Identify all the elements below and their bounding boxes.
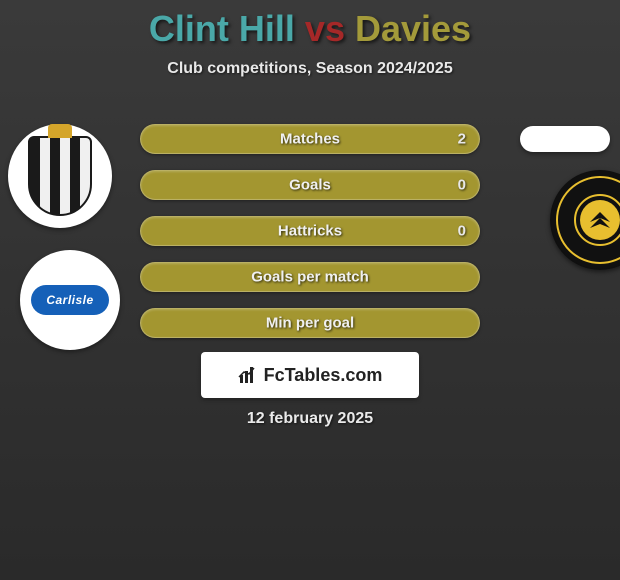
carlisle-badge: Carlisle	[20, 250, 120, 350]
carlisle-oval-icon: Carlisle	[31, 285, 109, 315]
stat-label: Matches	[280, 131, 340, 148]
shield-stripes-icon	[28, 136, 92, 216]
blank-pill-badge	[520, 126, 610, 152]
stat-row: Goals 0	[140, 170, 480, 200]
vs-separator: vs	[305, 8, 345, 49]
bar-chart-icon	[238, 365, 260, 385]
stat-row: Matches 2	[140, 124, 480, 154]
stat-row: Min per goal	[140, 308, 480, 338]
stat-row: Goals per match	[140, 262, 480, 292]
subtitle: Club competitions, Season 2024/2025	[0, 60, 620, 78]
stat-label: Goals per match	[251, 269, 369, 286]
newport-crest-icon	[580, 200, 620, 240]
branding-box[interactable]: FcTables.com	[201, 352, 419, 398]
branding-text: FcTables.com	[264, 365, 383, 386]
newport-badge	[550, 170, 620, 270]
stat-row: Hattricks 0	[140, 216, 480, 246]
page-title: Clint Hill vs Davies	[0, 0, 620, 50]
stat-value: 0	[458, 223, 466, 240]
stat-value: 0	[458, 177, 466, 194]
stat-value: 2	[458, 131, 466, 148]
player1-name: Clint Hill	[149, 8, 295, 49]
stat-label: Hattricks	[278, 223, 342, 240]
date-label: 12 february 2025	[247, 410, 373, 428]
tafalla-badge	[8, 124, 112, 228]
stat-label: Goals	[289, 177, 331, 194]
stat-bars: Matches 2 Goals 0 Hattricks 0 Goals per …	[140, 124, 480, 354]
stat-label: Min per goal	[266, 315, 354, 332]
player2-name: Davies	[355, 8, 471, 49]
carlisle-label: Carlisle	[46, 293, 93, 307]
